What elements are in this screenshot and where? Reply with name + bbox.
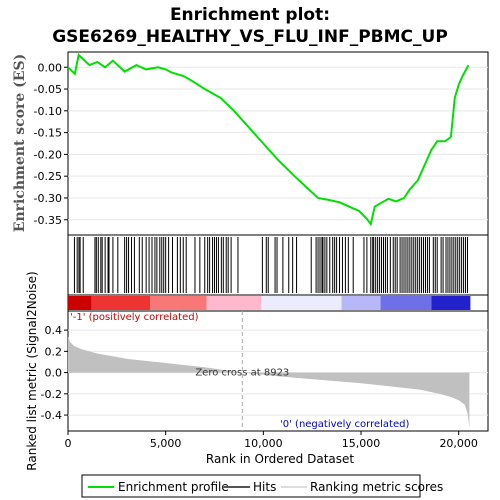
rank-bar-segment bbox=[380, 296, 432, 310]
rank-bar-segment bbox=[91, 296, 151, 310]
rank-bar-segment bbox=[431, 296, 471, 310]
hit-markers bbox=[73, 237, 468, 293]
rank-bar-segment bbox=[206, 296, 262, 310]
es-y-tick-label: -0.15 bbox=[34, 127, 62, 140]
rank-bar-segment bbox=[341, 296, 381, 310]
positive-correlation-label: '-1' (positively correlated) bbox=[70, 312, 199, 323]
x-tick-label: 15,000 bbox=[342, 437, 381, 450]
rank-bar-segments bbox=[68, 296, 471, 310]
legend-ranking-metric-scores: Ranking metric scores bbox=[310, 480, 443, 494]
enrichment-profile-line bbox=[67, 53, 470, 227]
es-panel-frame bbox=[67, 51, 489, 236]
metric-y-tick-label: 0.4 bbox=[45, 324, 63, 337]
rank-bar-segment bbox=[68, 296, 92, 310]
metric-y-tick-label: 0.2 bbox=[45, 345, 63, 358]
chart-title-line1: Enrichment plot: bbox=[170, 5, 330, 25]
es-y-tick-label: -0.25 bbox=[34, 170, 62, 183]
metric-y-tick-label: -0.4 bbox=[41, 409, 62, 422]
es-y-tick-label: -0.05 bbox=[34, 83, 62, 96]
ranking-metric-area bbox=[68, 336, 470, 428]
zero-cross-label: Zero cross at 8923 bbox=[195, 368, 289, 379]
chart-title-line2: GSE6269_HEALTHY_VS_FLU_INF_PBMC_UP bbox=[52, 27, 448, 47]
x-tick-label: 5,000 bbox=[150, 437, 182, 450]
es-y-tick-label: -0.30 bbox=[34, 192, 62, 205]
metric-y-tick-label: 0.0 bbox=[45, 367, 63, 380]
metric-y-ticks: 0.4 0.2 0.0 -0.2 -0.4 bbox=[41, 324, 68, 422]
es-y-tick-label: -0.20 bbox=[34, 148, 62, 161]
es-y-axis-label: Enrichment score (ES) bbox=[12, 54, 28, 232]
rank-bar-segment bbox=[150, 296, 207, 310]
es-y-tick-label: -0.10 bbox=[34, 105, 62, 118]
es-y-tick-label: -0.35 bbox=[34, 214, 62, 227]
metric-y-tick-label: -0.2 bbox=[41, 388, 62, 401]
legend-frame bbox=[81, 474, 421, 498]
metric-panel: 0.4 0.2 0.0 -0.2 -0.4 Zero cross at 8923 '-1… bbox=[25, 271, 489, 471]
es-panel: 0.00-0.05-0.10-0.15-0.20-0.25-0.30-0.35 … bbox=[12, 51, 489, 236]
hits-panel bbox=[67, 234, 489, 296]
rank-color-bar bbox=[67, 294, 489, 312]
negative-correlation-label: '0' (negatively correlated) bbox=[280, 419, 409, 430]
legend: Enrichment profile Hits Ranking metric s… bbox=[81, 474, 443, 498]
legend-hits: Hits bbox=[253, 480, 276, 494]
x-tick-label: 10,000 bbox=[244, 437, 283, 450]
metric-y-axis-label: Ranked list metric (Signal2Noise) bbox=[25, 271, 39, 470]
es-y-tick-label: 0.00 bbox=[38, 61, 63, 74]
es-gridlines bbox=[68, 66, 488, 221]
x-tick-label: 0 bbox=[65, 437, 72, 450]
x-axis-label: Rank in Ordered Dataset bbox=[206, 452, 354, 466]
rank-bar-segment bbox=[261, 296, 342, 310]
x-axis-ticks: 0 5,000 10,000 15,000 20,000 bbox=[65, 431, 478, 450]
legend-enrichment-profile: Enrichment profile bbox=[118, 480, 229, 494]
es-y-ticks: 0.00 -0.05 -0.10 -0.15 -0.20 -0.25 -0.30 -0.35 bbox=[34, 61, 68, 227]
x-tick-label: 20,000 bbox=[439, 437, 478, 450]
